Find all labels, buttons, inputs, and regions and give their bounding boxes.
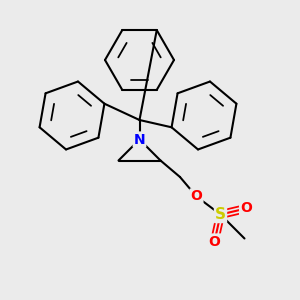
Text: S: S: [215, 207, 226, 222]
Text: O: O: [208, 235, 220, 248]
Text: N: N: [134, 133, 145, 146]
Text: O: O: [240, 202, 252, 215]
Text: O: O: [190, 190, 202, 203]
